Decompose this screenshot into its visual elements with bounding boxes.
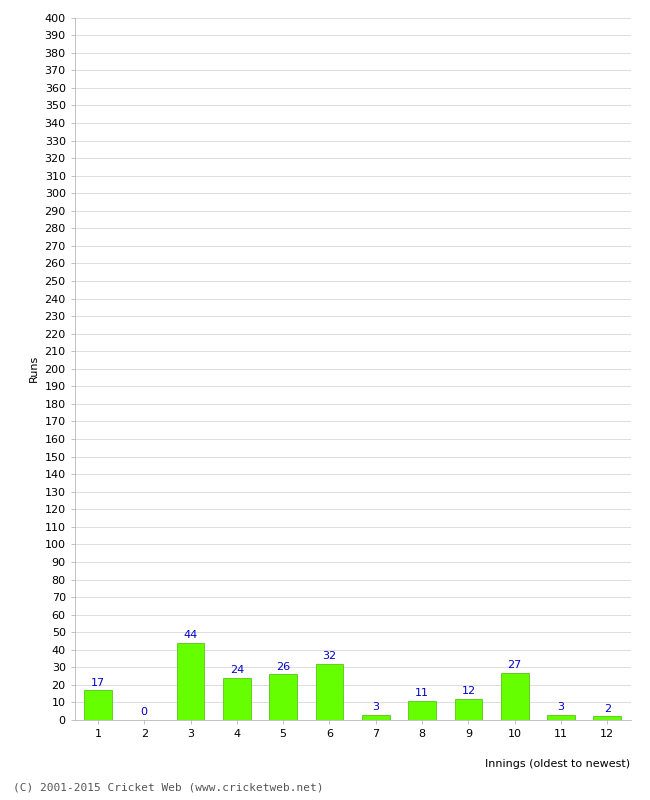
Text: 26: 26 <box>276 662 290 672</box>
Y-axis label: Runs: Runs <box>29 355 39 382</box>
Bar <box>177 642 204 720</box>
Text: 24: 24 <box>229 666 244 675</box>
Text: 0: 0 <box>140 707 148 718</box>
Bar <box>223 678 251 720</box>
Bar <box>500 673 528 720</box>
Text: 12: 12 <box>462 686 475 696</box>
Bar <box>547 714 575 720</box>
Text: (C) 2001-2015 Cricket Web (www.cricketweb.net): (C) 2001-2015 Cricket Web (www.cricketwe… <box>13 782 324 792</box>
Text: 3: 3 <box>558 702 565 712</box>
Text: 32: 32 <box>322 651 337 661</box>
Bar <box>269 674 297 720</box>
Bar <box>408 701 436 720</box>
Bar <box>316 664 343 720</box>
X-axis label: Innings (oldest to newest): Innings (oldest to newest) <box>486 758 630 769</box>
Text: 44: 44 <box>183 630 198 640</box>
Bar <box>593 717 621 720</box>
Bar <box>84 690 112 720</box>
Text: 11: 11 <box>415 688 429 698</box>
Bar <box>454 699 482 720</box>
Text: 27: 27 <box>508 660 522 670</box>
Text: 17: 17 <box>91 678 105 687</box>
Text: 3: 3 <box>372 702 380 712</box>
Text: 2: 2 <box>604 704 611 714</box>
Bar <box>362 714 390 720</box>
